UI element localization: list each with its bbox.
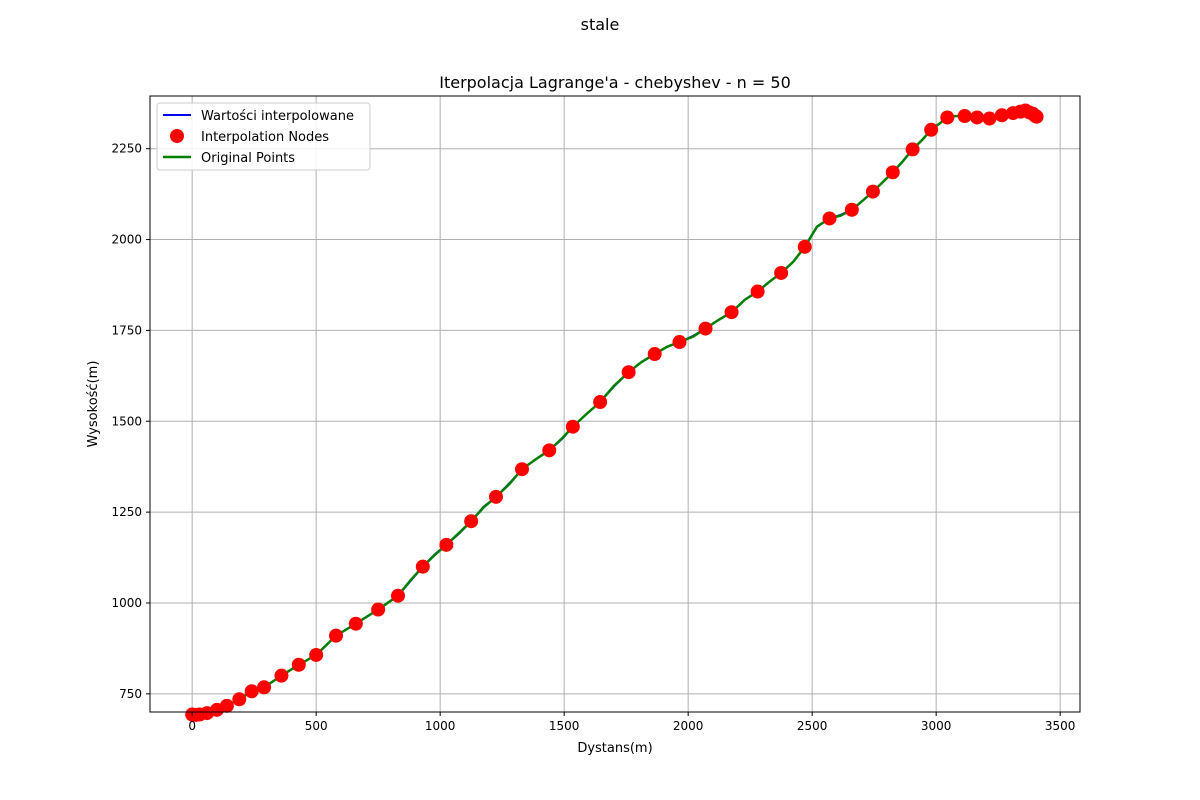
interpolation-node-point — [391, 588, 405, 603]
interpolation-node-point — [329, 628, 343, 643]
axis-ticks: 0 500 1000 1500 2000 2500 3000 3500 750 1000 1250 1… — [111, 142, 1075, 733]
interpolation-node-point — [865, 184, 880, 199]
interpolation-node-point — [885, 165, 900, 180]
interpolation-node-point — [309, 647, 324, 662]
interpolation-node-point — [542, 443, 557, 458]
interpolation-node-point — [924, 122, 939, 137]
chart-title: Iterpolacja Lagrange'a - chebyshev - n =… — [439, 73, 791, 92]
interpolation-node-point — [750, 284, 765, 299]
y-tick-label: 1250 — [111, 505, 142, 519]
interpolation-node-point — [797, 239, 812, 254]
legend-box — [156, 102, 371, 171]
interpolation-node-point — [464, 514, 479, 529]
interpolation-node-point — [439, 537, 454, 552]
x-tick-label: 3000 — [921, 719, 952, 733]
interpolation-node-point — [774, 265, 789, 280]
interpolation-node-point — [219, 698, 234, 713]
y-tick-label: 2000 — [111, 233, 142, 247]
interpolation-node-point — [371, 602, 386, 617]
x-tick-label: 1500 — [549, 719, 580, 733]
series-line-original — [192, 109, 1038, 717]
interpolation-node-point — [844, 202, 859, 217]
grid — [150, 96, 1080, 712]
interpolation-node-point — [291, 657, 306, 672]
interpolation-node-point — [488, 489, 503, 504]
y-axis-label: Wysokość(m) — [86, 361, 101, 448]
x-tick-label: 0 — [188, 719, 196, 733]
interpolation-node-point — [957, 108, 972, 123]
interpolation-node-point — [970, 110, 985, 125]
interpolation-node-point — [940, 110, 955, 125]
x-tick-label: 500 — [305, 719, 328, 733]
y-tick-label: 1000 — [111, 596, 142, 610]
legend-label-nodes: Interpolation Nodes — [201, 130, 329, 145]
x-tick-label: 2000 — [673, 719, 704, 733]
legend-label-original: Original Points — [201, 151, 295, 166]
interpolation-node-point — [647, 347, 662, 362]
interpolation-node-point — [982, 111, 997, 126]
legend: Wartości interpolowane Interpolation Nod… — [156, 102, 371, 171]
interpolation-node-point — [244, 684, 259, 699]
interpolation-node-point — [672, 335, 687, 350]
series-line-interpolated — [192, 109, 1038, 716]
interpolation-node-point — [515, 462, 529, 477]
y-tick-label: 2250 — [111, 142, 142, 156]
y-tick-label: 750 — [119, 687, 142, 701]
interpolation-node-point — [565, 419, 580, 434]
interpolation-node-point — [994, 108, 1009, 123]
x-tick-label: 1000 — [425, 719, 456, 733]
plot-series — [185, 103, 1044, 722]
interpolation-node-point — [698, 321, 713, 336]
y-tick-label: 1750 — [111, 323, 142, 337]
interpolation-node-point — [274, 668, 289, 683]
interpolation-node-point — [905, 142, 920, 157]
x-axis-label: Dystans(m) — [577, 741, 652, 756]
interpolation-node-point — [724, 305, 739, 320]
legend-swatch-nodes — [170, 129, 184, 143]
interpolation-node-point — [1029, 109, 1044, 124]
interpolation-node-point — [822, 211, 837, 226]
y-tick-label: 1500 — [111, 414, 142, 428]
interpolation-node-point — [257, 680, 272, 695]
chart-suptitle: stale — [581, 15, 620, 34]
interpolation-node-point — [593, 395, 608, 410]
x-tick-label: 3500 — [1045, 719, 1076, 733]
interpolation-node-point — [415, 559, 430, 574]
interpolation-node-point — [348, 616, 363, 631]
legend-label-interpolated: Wartości interpolowane — [201, 109, 354, 124]
interpolation-node-point — [232, 692, 247, 707]
plot-frame — [149, 95, 1081, 713]
x-tick-label: 2500 — [797, 719, 828, 733]
interpolation-node-point — [621, 365, 636, 380]
